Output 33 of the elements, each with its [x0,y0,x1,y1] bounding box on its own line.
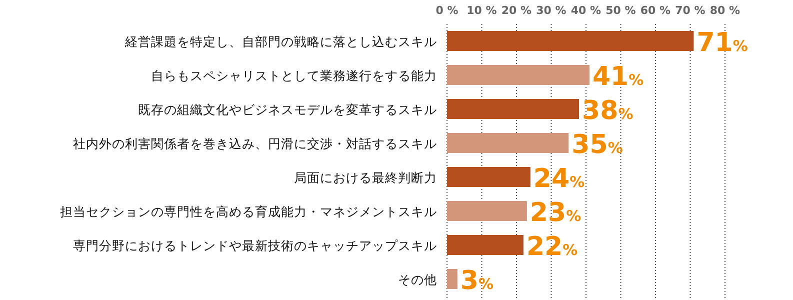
bar [447,31,694,51]
data-label: 38% [582,96,634,126]
bar [447,235,524,255]
y-tick-label: その他 [398,272,437,287]
x-tick-label: 70 % [675,4,706,17]
x-tick-label: 60 % [640,4,671,17]
x-tick-label: 80 % [710,4,740,17]
data-label: 71% [696,28,748,58]
bar [447,99,580,119]
y-tick-label: 局面における最終判断力 [294,170,437,185]
bar [447,65,590,85]
x-tick-label: 40 % [570,4,602,17]
x-tick-label: 20 % [501,4,532,17]
data-label: 23% [530,198,582,228]
bar [447,167,530,187]
data-label: 35% [572,130,623,160]
y-tick-label: 担当セクションの専門性を高める育成能力・マネジメントスキル [60,204,437,219]
y-tick-label: 自らもスペシャリストとして業務遂行をする能力 [151,68,437,83]
bar [447,133,569,153]
y-tick-label: 社内外の利害関係者を巻き込み、円滑に交渉・対話するスキル [73,136,437,151]
x-tick-label: 10 % [466,4,497,17]
x-tick-label: 0 % [436,4,458,17]
x-tick-label: 50 % [606,4,636,17]
bar [447,269,458,289]
data-label: 3% [460,266,494,296]
data-label: 24% [533,164,585,194]
data-label: 41% [592,62,644,92]
x-tick-label: 30 % [536,4,566,17]
data-label: 22% [526,232,578,262]
bar [447,201,527,221]
y-tick-label: 既存の組織文化やビジネスモデルを変革するスキル [138,102,437,117]
y-tick-label: 経営課題を特定し、自部門の戦略に落とし込むスキル [124,34,437,49]
y-tick-label: 専門分野におけるトレンドや最新技術のキャッチアップスキル [73,238,437,253]
